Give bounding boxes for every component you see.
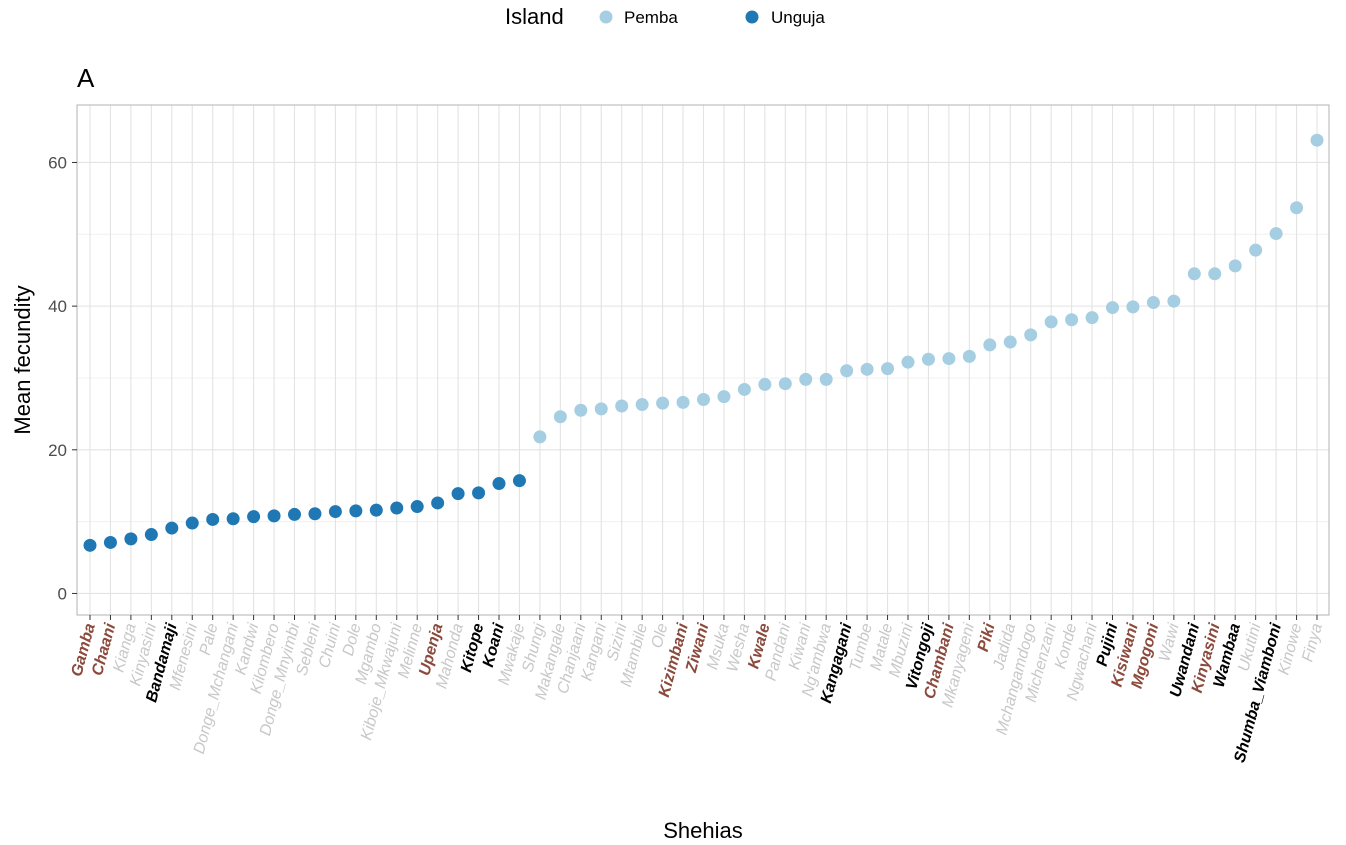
data-point	[1146, 296, 1160, 310]
data-point	[881, 362, 895, 376]
data-point	[1126, 300, 1140, 314]
data-point	[226, 512, 240, 526]
data-point	[492, 477, 506, 491]
data-point	[758, 377, 772, 391]
data-point	[697, 393, 710, 407]
data-point	[533, 430, 547, 444]
data-point	[840, 364, 854, 378]
data-point	[942, 352, 956, 366]
data-point	[165, 521, 179, 535]
y-tick-label: 0	[58, 584, 67, 603]
legend-pemba-label: Pemba	[624, 8, 678, 27]
data-point	[1310, 133, 1324, 147]
data-point	[83, 538, 97, 552]
legend-unguja-swatch	[745, 10, 759, 24]
legend-title: Island	[505, 4, 564, 29]
data-point	[472, 486, 486, 500]
data-point	[451, 487, 465, 501]
data-point	[799, 372, 813, 386]
data-point	[574, 403, 588, 417]
data-point	[206, 512, 220, 526]
data-point	[512, 474, 526, 488]
data-point	[1106, 301, 1119, 315]
data-point	[819, 372, 833, 386]
data-point	[1003, 335, 1017, 349]
data-point	[1024, 328, 1038, 342]
data-point	[267, 509, 281, 523]
data-point	[1208, 267, 1222, 281]
x-tick-label: Piki	[975, 621, 999, 653]
data-point	[247, 510, 261, 524]
data-point	[124, 532, 138, 546]
data-point	[717, 390, 731, 404]
data-point	[901, 355, 915, 369]
data-point	[1065, 313, 1079, 327]
data-point	[103, 535, 117, 549]
data-point	[1249, 243, 1263, 257]
data-point	[1044, 315, 1058, 329]
x-axis-title: Shehias	[663, 818, 743, 843]
panel-tag: A	[77, 63, 95, 93]
data-point	[983, 338, 997, 352]
y-axis: 0 20 40 60	[48, 153, 77, 603]
data-point	[737, 382, 751, 396]
data-point	[185, 516, 199, 530]
data-point	[1290, 201, 1304, 215]
data-point	[1228, 259, 1242, 273]
data-point	[349, 504, 363, 518]
data-point	[1167, 294, 1181, 308]
y-tick-label: 40	[48, 297, 67, 316]
data-point	[308, 507, 322, 521]
data-point	[778, 377, 792, 391]
data-point	[962, 349, 976, 363]
data-point	[1269, 227, 1283, 241]
y-tick-label: 20	[48, 441, 67, 460]
data-point	[615, 399, 629, 413]
data-point	[921, 352, 935, 366]
plot-panel	[76, 104, 1330, 616]
x-axis: GambaChaaniKiangaKinyasiniBandamajiMfene…	[68, 615, 1326, 765]
data-point	[144, 528, 158, 542]
data-point	[390, 501, 404, 515]
data-point	[656, 396, 670, 410]
y-tick-label: 60	[48, 153, 67, 172]
y-axis-title: Mean fecundity	[10, 285, 35, 434]
data-point	[328, 505, 342, 519]
data-point	[288, 507, 301, 521]
data-point	[594, 402, 608, 416]
legend-pemba-swatch	[599, 10, 613, 24]
data-point	[410, 500, 424, 514]
x-tick-label: Ole	[649, 622, 672, 651]
data-point	[676, 395, 690, 409]
data-point	[1085, 311, 1099, 325]
data-point	[635, 398, 649, 412]
data-point	[369, 503, 383, 517]
data-point	[553, 410, 567, 424]
data-points	[83, 133, 1324, 552]
data-point	[1187, 267, 1201, 281]
data-point	[860, 362, 874, 376]
legend: Island Pemba Unguja	[505, 4, 825, 29]
data-point	[431, 496, 445, 510]
legend-unguja-label: Unguja	[771, 8, 825, 27]
